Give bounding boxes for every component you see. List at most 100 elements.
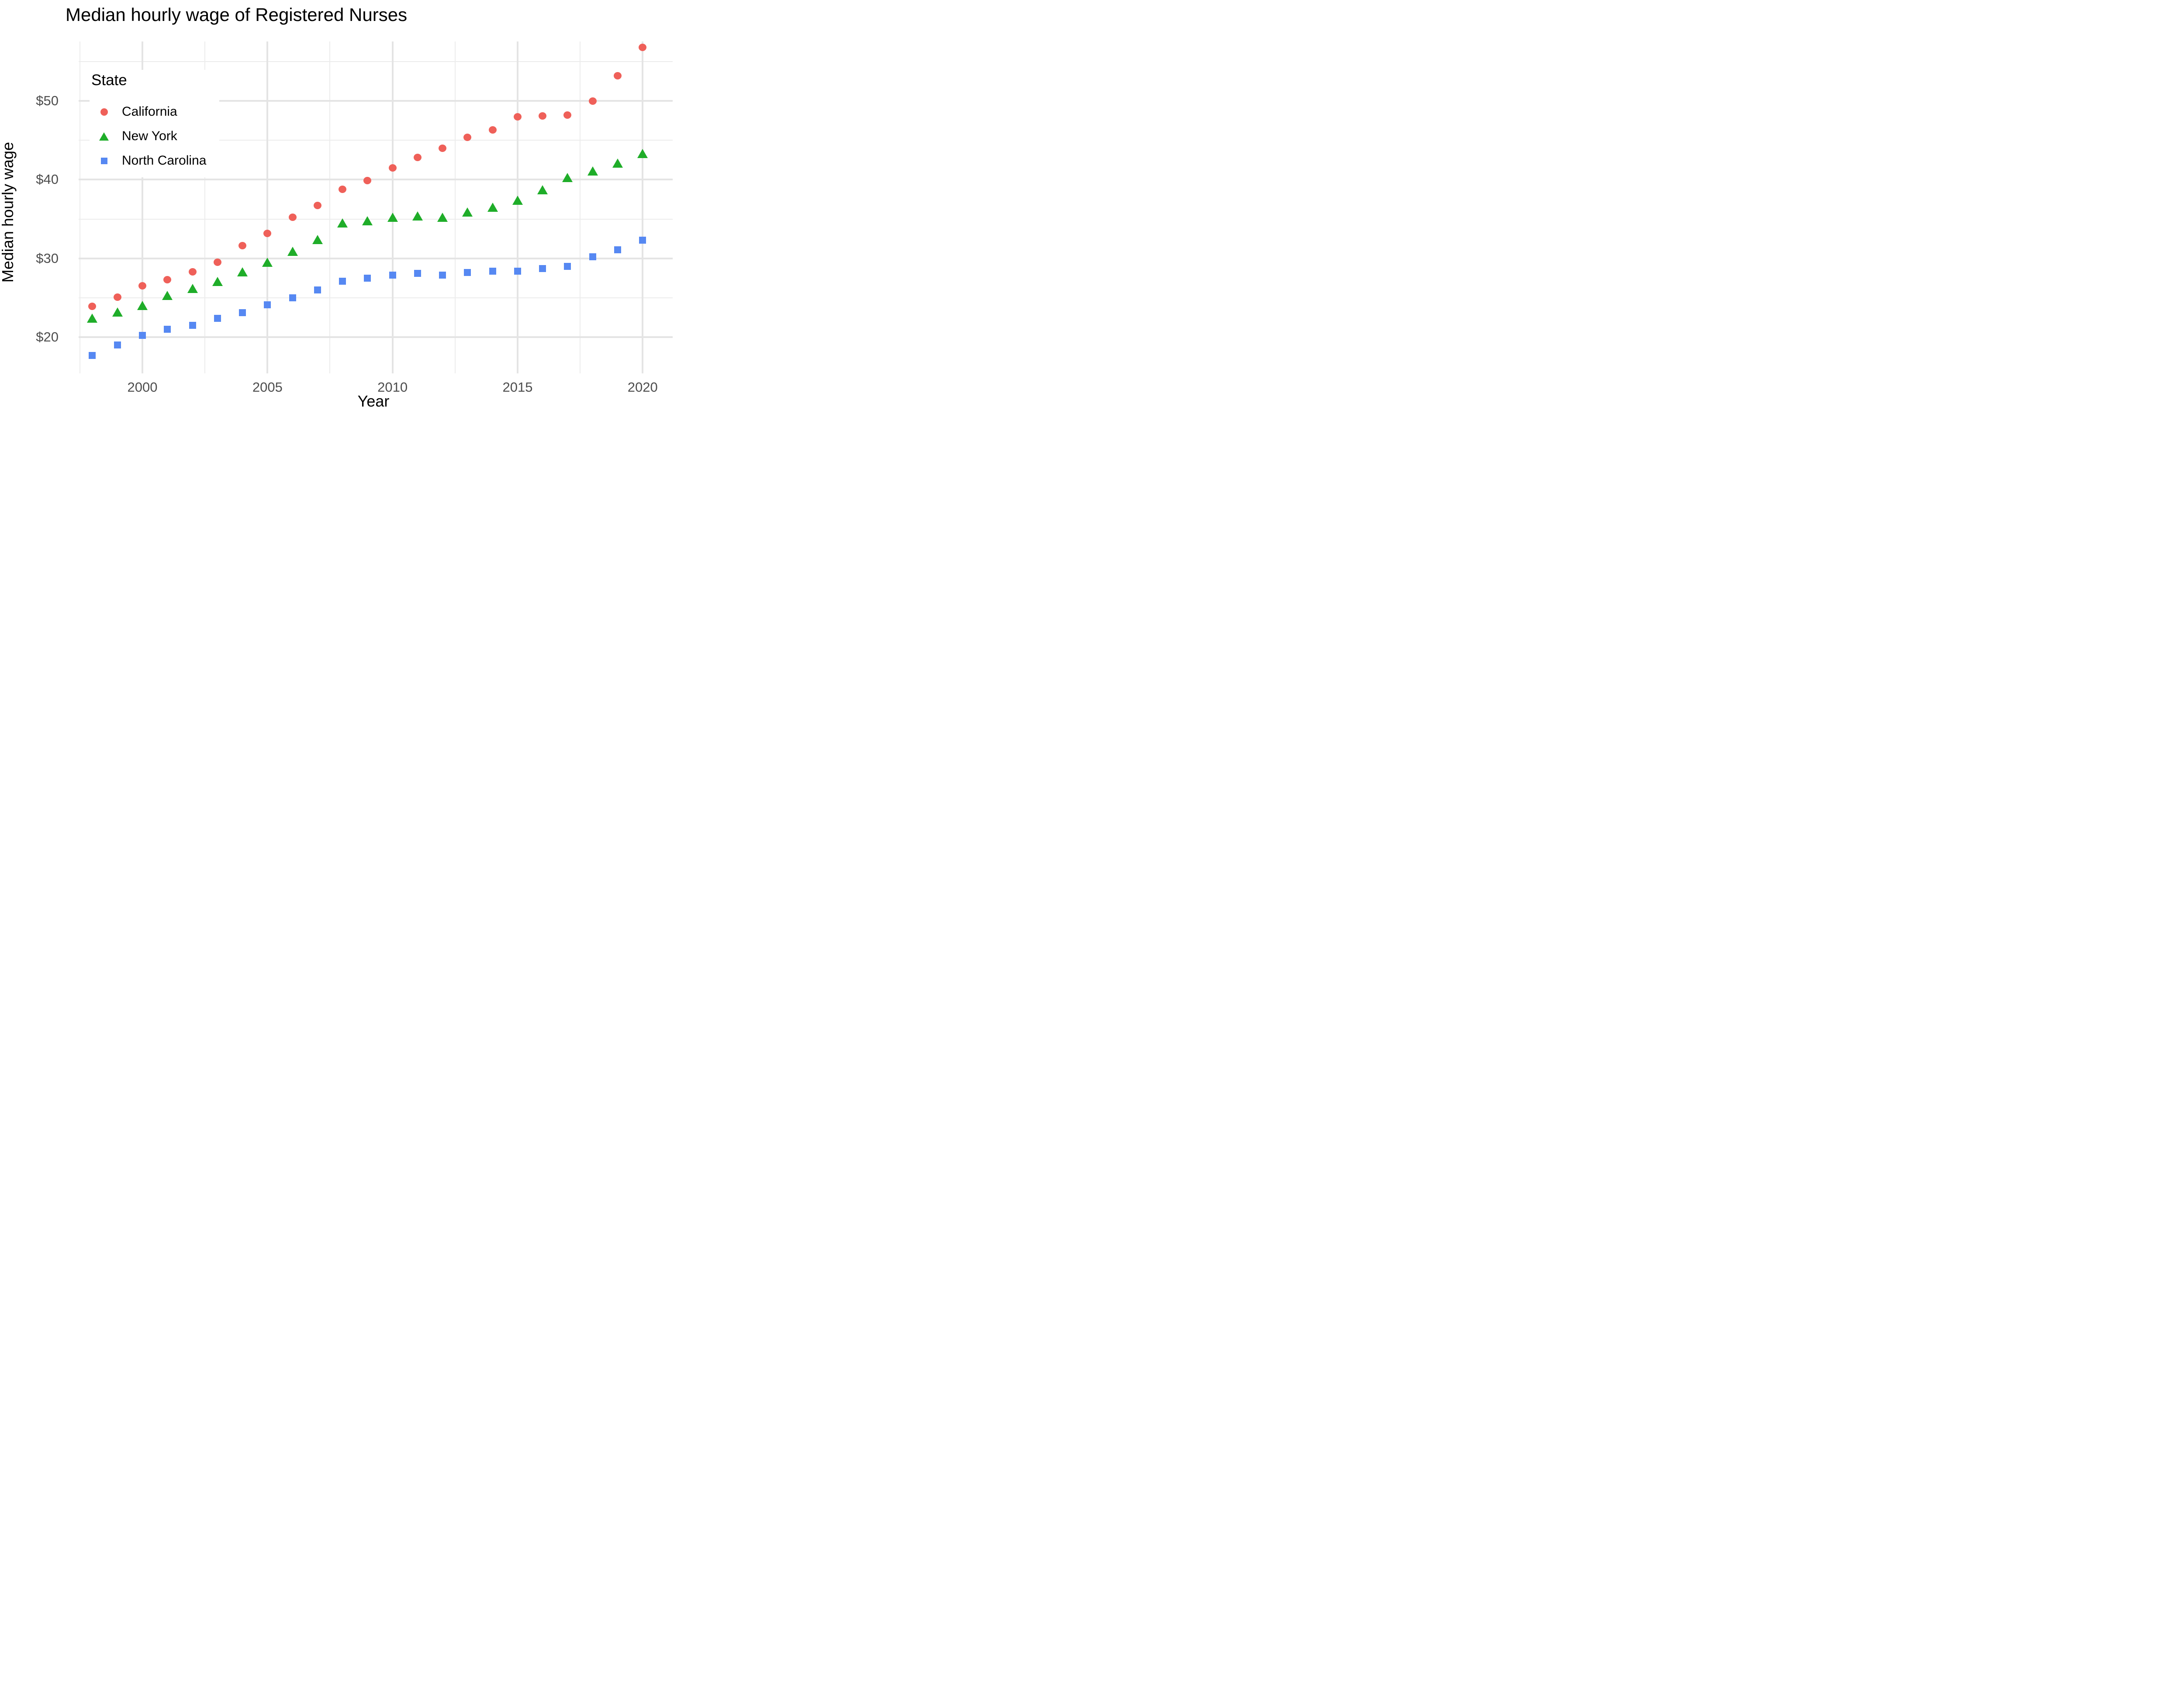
data-point-california xyxy=(188,268,197,276)
data-point-north-carolina xyxy=(89,352,96,359)
data-point-california xyxy=(439,144,447,152)
y-major-gridline xyxy=(79,336,673,338)
data-point-new-york xyxy=(537,185,548,195)
data-point-california xyxy=(213,259,221,266)
data-point-new-york xyxy=(237,267,248,276)
x-minor-gridline xyxy=(580,41,581,373)
data-point-north-carolina xyxy=(114,341,121,349)
y-tick-label: $40 xyxy=(36,172,59,187)
data-point-north-carolina xyxy=(589,253,596,261)
data-point-california xyxy=(388,164,397,172)
plot-panel: $20 $30 $40 $50 2000 2005 2010 2015 2020 xyxy=(0,0,675,417)
data-point-new-york xyxy=(137,301,148,310)
data-point-california xyxy=(413,154,422,162)
data-point-new-york xyxy=(362,216,373,225)
legend-item-california: California xyxy=(91,100,206,124)
data-point-north-carolina xyxy=(539,265,546,272)
y-major-gridline xyxy=(79,179,673,181)
legend-item-new-york: New York xyxy=(91,124,206,148)
x-major-gridline xyxy=(391,41,394,373)
data-point-north-carolina xyxy=(264,301,271,309)
square-marker-icon xyxy=(91,157,117,164)
data-point-new-york xyxy=(387,213,398,222)
data-point-north-carolina xyxy=(339,278,346,285)
data-point-california xyxy=(263,229,272,237)
data-point-north-carolina xyxy=(639,237,646,244)
data-point-california xyxy=(563,111,572,119)
x-minor-gridline xyxy=(204,41,206,373)
data-point-new-york xyxy=(112,307,123,317)
data-point-new-york xyxy=(637,149,648,159)
x-major-gridline xyxy=(142,41,144,373)
circle-marker-icon xyxy=(91,108,117,116)
data-point-california xyxy=(88,303,97,310)
x-major-gridline xyxy=(516,41,518,373)
data-point-north-carolina xyxy=(214,314,221,322)
data-point-new-york xyxy=(162,290,173,300)
data-point-north-carolina xyxy=(514,267,521,275)
data-point-new-york xyxy=(212,276,223,286)
data-point-new-york xyxy=(487,203,498,212)
data-point-california xyxy=(113,293,121,301)
y-major-gridline xyxy=(79,257,673,259)
data-point-new-york xyxy=(412,211,423,221)
data-point-new-york xyxy=(87,314,98,323)
x-tick-label: 2020 xyxy=(627,379,658,395)
data-point-new-york xyxy=(262,258,273,267)
data-point-california xyxy=(288,214,297,221)
x-tick-label: 2010 xyxy=(377,379,408,395)
x-axis-title: Year xyxy=(357,392,390,410)
y-minor-gridline xyxy=(79,297,673,298)
data-point-new-york xyxy=(287,247,298,256)
data-point-new-york xyxy=(587,166,598,176)
data-point-north-carolina xyxy=(314,286,321,293)
data-point-north-carolina xyxy=(239,309,246,317)
figure: $20 $30 $40 $50 2000 2005 2010 2015 2020 Median … xyxy=(0,0,675,417)
y-minor-gridline xyxy=(79,140,673,141)
data-point-north-carolina xyxy=(164,326,171,333)
legend: State California New York North Carolina xyxy=(90,70,220,177)
y-axis-title: Median hourly wage xyxy=(0,141,17,283)
data-point-california xyxy=(539,112,547,120)
data-point-california xyxy=(238,242,247,250)
data-point-north-carolina xyxy=(364,274,371,282)
y-major-gridline xyxy=(79,100,673,102)
triangle-marker-icon xyxy=(91,132,117,141)
x-minor-gridline xyxy=(454,41,456,373)
data-point-new-york xyxy=(462,207,473,217)
data-point-california xyxy=(138,282,147,290)
data-point-california xyxy=(588,97,597,105)
data-point-new-york xyxy=(437,213,448,222)
data-point-north-carolina xyxy=(564,262,571,270)
data-point-north-carolina xyxy=(189,322,196,329)
x-minor-gridline xyxy=(329,41,331,373)
data-point-california xyxy=(639,44,647,52)
legend-item-north-carolina: North Carolina xyxy=(91,148,206,173)
data-point-california xyxy=(614,72,622,79)
y-minor-gridline xyxy=(79,61,673,62)
data-point-north-carolina xyxy=(289,294,296,301)
data-point-california xyxy=(513,113,522,121)
data-point-new-york xyxy=(312,234,323,244)
data-point-new-york xyxy=(562,172,573,182)
data-point-north-carolina xyxy=(389,271,396,279)
chart-title: Median hourly wage of Registered Nurses xyxy=(66,4,408,25)
x-tick-label: 2000 xyxy=(127,379,158,395)
x-tick-label: 2005 xyxy=(252,379,283,395)
y-tick-label: $30 xyxy=(36,250,59,266)
y-tick-label: $20 xyxy=(36,329,59,345)
data-point-north-carolina xyxy=(614,246,622,253)
data-point-north-carolina xyxy=(139,332,146,339)
data-point-california xyxy=(488,126,497,134)
data-point-california xyxy=(313,202,321,210)
data-point-california xyxy=(463,133,472,141)
x-minor-gridline xyxy=(79,41,80,373)
data-point-california xyxy=(339,185,347,193)
data-point-north-carolina xyxy=(439,271,446,279)
data-point-new-york xyxy=(612,159,623,168)
legend-title: State xyxy=(91,72,127,89)
data-point-california xyxy=(363,176,372,184)
y-tick-label: $50 xyxy=(36,93,59,109)
data-point-new-york xyxy=(512,195,523,205)
x-tick-label: 2015 xyxy=(502,379,533,395)
